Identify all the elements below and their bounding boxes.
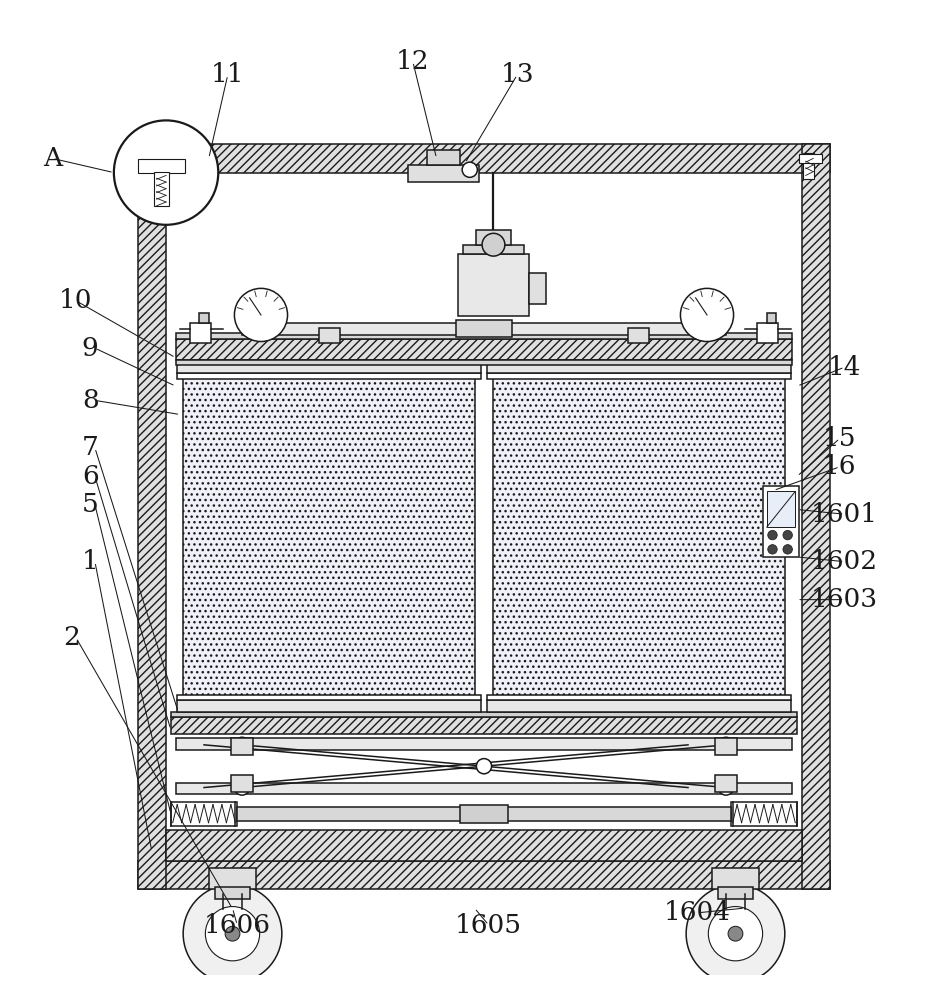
Circle shape — [205, 907, 260, 961]
Circle shape — [768, 545, 777, 554]
Bar — [138, 144, 166, 889]
Circle shape — [783, 545, 792, 554]
Bar — [154, 172, 169, 206]
Bar — [487, 361, 791, 373]
Bar — [166, 173, 802, 861]
Text: 1602: 1602 — [811, 549, 878, 574]
Bar — [231, 738, 253, 755]
Bar — [718, 887, 753, 899]
Bar — [138, 144, 830, 173]
Bar — [427, 150, 460, 165]
Text: 6: 6 — [82, 464, 99, 489]
Bar — [763, 486, 799, 557]
Bar — [171, 712, 797, 717]
Circle shape — [476, 759, 492, 774]
Bar — [209, 868, 256, 889]
Bar — [237, 807, 731, 821]
Bar — [177, 373, 481, 379]
Bar — [476, 230, 511, 245]
Bar — [177, 695, 481, 700]
Circle shape — [768, 530, 777, 540]
Bar — [463, 245, 524, 254]
Text: 1: 1 — [82, 549, 99, 574]
Bar — [757, 323, 778, 343]
Text: 12: 12 — [396, 49, 430, 74]
Bar — [493, 367, 785, 712]
Circle shape — [183, 884, 282, 983]
Bar — [176, 360, 792, 365]
Circle shape — [708, 907, 763, 961]
Bar — [715, 738, 737, 755]
Bar — [487, 373, 791, 379]
Bar — [715, 775, 737, 792]
Text: 8: 8 — [82, 388, 99, 413]
Bar — [731, 802, 797, 826]
Text: 1605: 1605 — [456, 913, 522, 938]
Circle shape — [114, 120, 218, 225]
Circle shape — [783, 530, 792, 540]
Bar — [199, 313, 209, 323]
Text: 9: 9 — [82, 336, 99, 361]
Bar — [767, 313, 776, 323]
Circle shape — [234, 780, 250, 795]
Bar — [190, 323, 211, 343]
Bar — [138, 861, 830, 889]
Circle shape — [718, 737, 734, 752]
Circle shape — [225, 926, 240, 941]
Bar — [530, 273, 546, 304]
Text: 10: 10 — [59, 288, 93, 313]
Bar — [457, 254, 530, 316]
Bar — [176, 339, 792, 360]
Bar — [176, 333, 792, 339]
Bar — [487, 700, 791, 712]
Text: 15: 15 — [823, 426, 857, 451]
Text: 7: 7 — [82, 435, 99, 460]
Bar — [408, 165, 479, 182]
Bar — [183, 367, 475, 712]
Circle shape — [718, 780, 734, 795]
Bar — [171, 717, 797, 734]
Text: 1603: 1603 — [811, 587, 878, 612]
Circle shape — [728, 926, 743, 941]
Bar — [138, 159, 185, 173]
Text: 1606: 1606 — [204, 913, 270, 938]
Bar — [215, 887, 250, 899]
Circle shape — [462, 162, 477, 177]
Bar — [460, 805, 508, 823]
Bar — [177, 700, 481, 712]
Bar — [628, 328, 649, 343]
Bar — [799, 154, 822, 163]
Bar — [487, 695, 791, 700]
Text: 16: 16 — [823, 454, 857, 479]
Bar — [712, 868, 759, 889]
Bar — [803, 153, 814, 179]
Bar — [171, 802, 237, 826]
Text: 1601: 1601 — [811, 502, 878, 527]
Text: A: A — [43, 146, 62, 171]
Text: 2: 2 — [63, 625, 80, 650]
Bar — [242, 323, 726, 335]
Text: 1604: 1604 — [664, 900, 731, 925]
Text: 13: 13 — [500, 62, 534, 87]
Bar — [456, 320, 512, 337]
Bar — [767, 491, 795, 527]
Bar — [802, 144, 830, 889]
Circle shape — [234, 737, 250, 752]
Text: 5: 5 — [82, 492, 99, 517]
Bar — [177, 361, 481, 373]
Bar — [319, 328, 340, 343]
Bar — [176, 738, 792, 750]
Circle shape — [686, 884, 785, 983]
Bar — [166, 830, 802, 861]
Bar — [176, 783, 792, 794]
Circle shape — [680, 288, 734, 342]
Text: 11: 11 — [211, 62, 245, 87]
Text: 14: 14 — [828, 355, 862, 380]
Bar — [231, 775, 253, 792]
Circle shape — [482, 233, 505, 256]
Circle shape — [234, 288, 288, 342]
